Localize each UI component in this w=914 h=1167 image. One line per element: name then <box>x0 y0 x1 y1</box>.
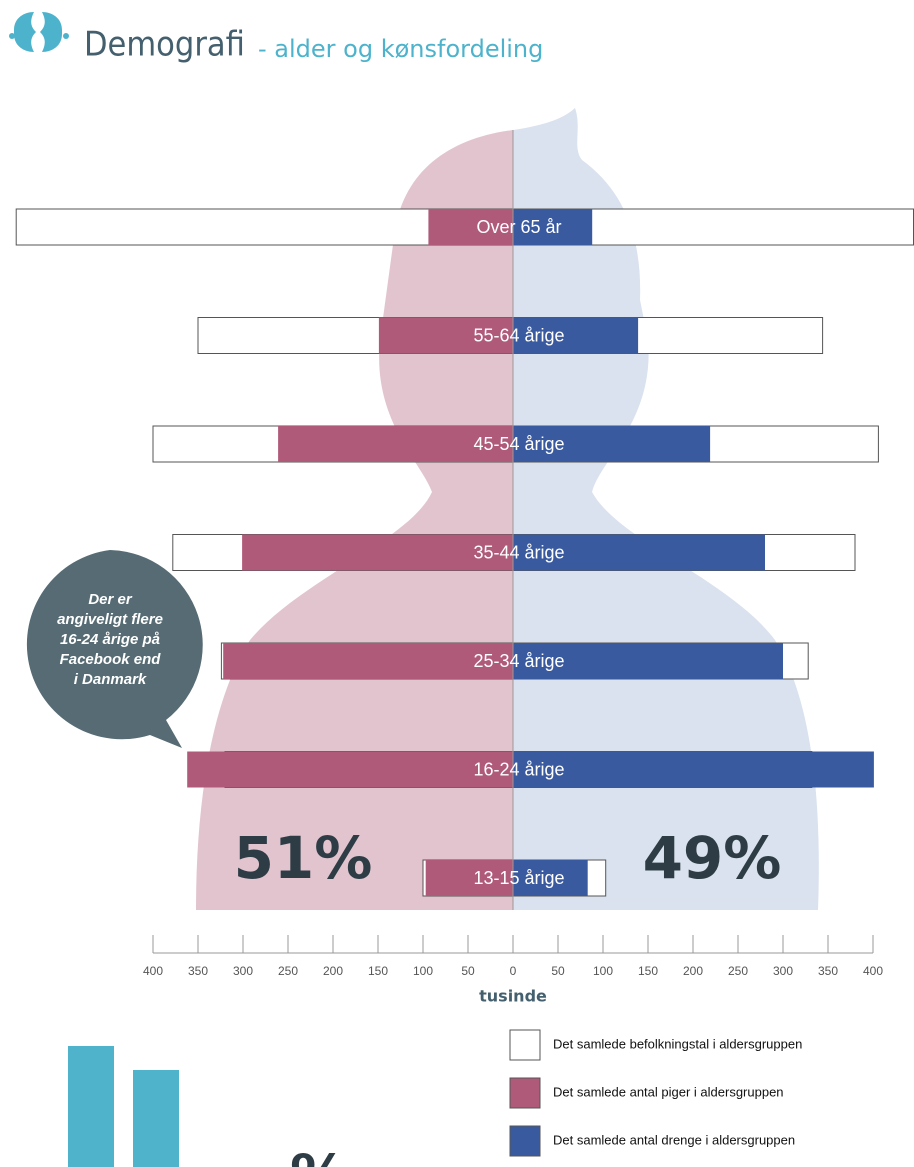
male-bar <box>513 209 593 245</box>
female-bar <box>242 534 513 571</box>
x-tick-label: 100 <box>413 964 433 978</box>
logo-icon <box>9 12 69 52</box>
x-tick-label: 400 <box>863 964 883 978</box>
legend-swatch <box>509 1029 541 1061</box>
x-tick-label: 50 <box>461 964 475 978</box>
legend-label: Det samlede antal piger i aldersgruppen <box>553 1084 784 1099</box>
x-tick-label: 300 <box>773 964 793 978</box>
x-tick-label: 100 <box>593 964 613 978</box>
category-label: 35-44 årige <box>473 542 564 562</box>
title: Demografi <box>84 25 245 65</box>
female-bar <box>425 860 513 896</box>
x-tick-label: 250 <box>278 964 298 978</box>
category-label: 45-54 årige <box>473 434 564 454</box>
female-bar <box>378 317 513 354</box>
x-tick-label: 350 <box>818 964 838 978</box>
female-bar <box>187 751 513 788</box>
annotation-line: Der er <box>88 591 133 608</box>
annotation-line: angiveligt flere <box>57 611 163 628</box>
female-bar <box>428 209 513 245</box>
male-bar <box>513 534 765 571</box>
x-tick-label: 0 <box>510 964 517 978</box>
x-tick-label: 300 <box>233 964 253 978</box>
legend-label: Det samlede befolkningstal i aldersgrupp… <box>553 1036 802 1051</box>
x-tick-label: 150 <box>368 964 388 978</box>
female-bar <box>223 643 513 679</box>
x-axis-label: tusinde <box>479 987 547 1006</box>
decor-bar <box>68 1046 114 1167</box>
x-tick-label: 200 <box>323 964 343 978</box>
category-label: 55-64 årige <box>473 325 564 345</box>
female-bar <box>278 426 513 462</box>
bars <box>15 208 914 897</box>
category-label: 16-24 årige <box>473 759 564 779</box>
male-share: 49% <box>643 824 782 892</box>
category-label: Over 65 år <box>476 217 561 237</box>
decor-bar <box>133 1070 179 1167</box>
x-tick-label: 200 <box>683 964 703 978</box>
x-tick-label: 350 <box>188 964 208 978</box>
speech-bubble <box>26 550 203 748</box>
male-bar <box>513 317 639 354</box>
subtitle: - alder og kønsfordeling <box>258 35 543 63</box>
female-silhouette <box>196 130 513 910</box>
x-tick-label: 250 <box>728 964 748 978</box>
x-tick-label: 400 <box>143 964 163 978</box>
male-bar <box>513 426 711 462</box>
male-silhouette <box>513 108 819 910</box>
female-share: 51% <box>234 824 373 892</box>
category-label: 13-15 årige <box>473 868 564 888</box>
male-bar <box>513 860 588 896</box>
legend-swatch <box>509 1125 541 1157</box>
category-label: 25-34 årige <box>473 651 564 671</box>
male-bar <box>513 643 783 679</box>
legend-label: Det samlede antal drenge i aldersgruppen <box>553 1132 795 1147</box>
x-tick-label: 50 <box>551 964 565 978</box>
footer-fragment: % <box>290 1142 348 1167</box>
legend-swatch <box>509 1077 541 1109</box>
male-bar <box>513 751 874 788</box>
annotation-line: 16-24 årige på <box>60 631 160 648</box>
annotation-line: i Danmark <box>74 671 147 688</box>
annotation-line: Facebook end <box>60 651 162 668</box>
x-tick-label: 150 <box>638 964 658 978</box>
